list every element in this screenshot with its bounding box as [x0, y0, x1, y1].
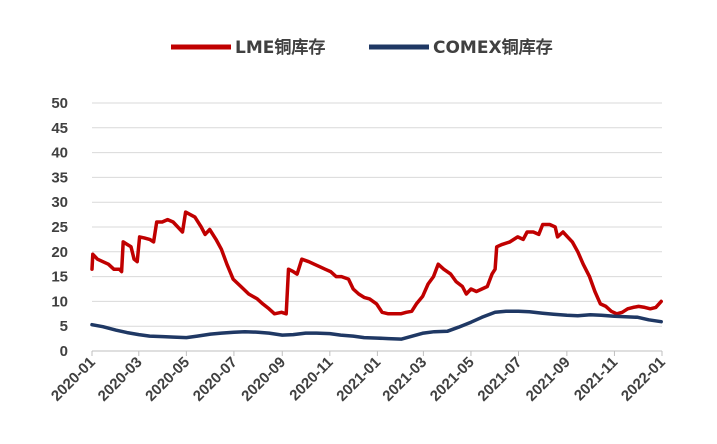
x-tick-label: 2021-07	[474, 354, 525, 405]
x-tick-label: 2021-09	[523, 354, 574, 405]
x-tick-label: 2021-01	[333, 354, 384, 405]
legend-label-comex: COMEX铜库存	[433, 37, 553, 58]
y-tick-label: 0	[60, 343, 68, 360]
series-line-comex	[90, 309, 663, 341]
y-tick-label: 10	[51, 293, 68, 310]
y-tick-label: 50	[51, 95, 68, 112]
x-tick-label: 2020-09	[238, 354, 289, 405]
x-axis-ticks	[91, 351, 663, 356]
y-tick-label: 5	[60, 318, 68, 335]
y-tick-label: 30	[51, 194, 68, 211]
gridlines	[92, 102, 662, 327]
y-tick-label: 40	[51, 145, 68, 162]
y-tick-label: 35	[51, 169, 68, 186]
y-tick-label: 15	[51, 269, 68, 286]
series-lines	[90, 210, 663, 341]
y-axis-tick-labels: 0 5 10 15 20 25 30 35 40 45 50	[51, 95, 68, 360]
series-line-lme	[90, 210, 663, 316]
x-tick-label: 2021-05	[427, 354, 478, 405]
x-tick-label: 2022-01	[618, 354, 669, 405]
y-tick-label: 25	[51, 219, 68, 236]
x-tick-label: 2020-11	[286, 354, 336, 404]
y-tick-label: 45	[51, 120, 68, 137]
x-tick-label: 2020-07	[190, 354, 241, 405]
x-tick-label: 2020-05	[142, 354, 193, 405]
legend-label-lme: LME铜库存	[235, 37, 325, 58]
x-tick-label: 2021-11	[571, 354, 621, 404]
legend: LME铜库存 COMEX铜库存	[171, 37, 553, 58]
y-tick-label: 20	[51, 244, 68, 261]
x-tick-label: 2021-03	[379, 354, 430, 405]
x-tick-label: 2020-03	[95, 354, 146, 405]
x-axis-tick-labels: 2020-012020-032020-052020-072020-092020-…	[48, 354, 669, 405]
x-tick-label: 2020-01	[48, 354, 99, 405]
